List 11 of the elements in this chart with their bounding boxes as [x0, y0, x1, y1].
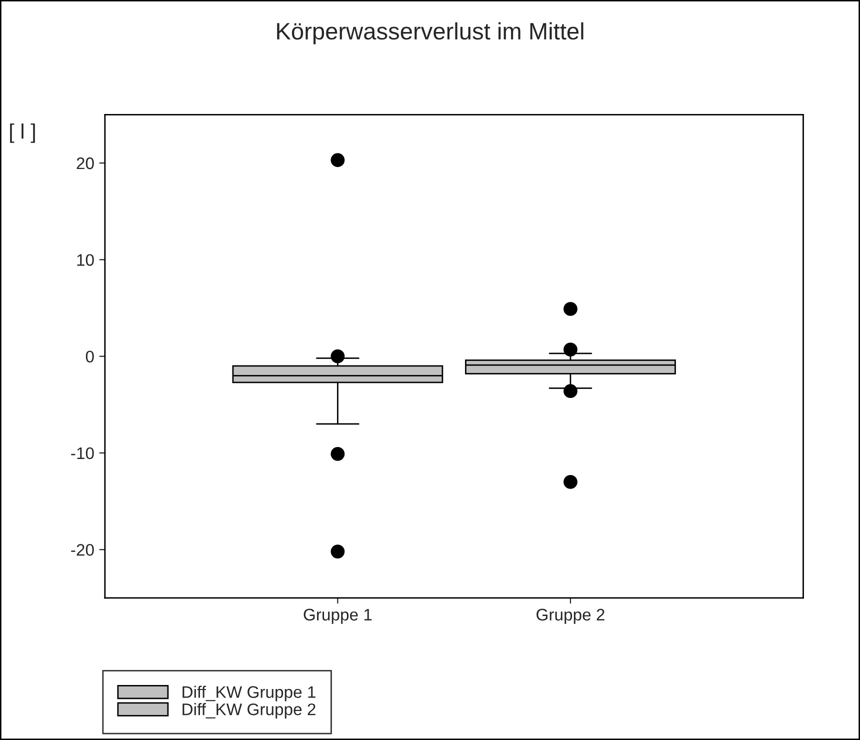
- y-tick-label: -10: [71, 447, 94, 460]
- y-axis-title: [ l ]: [10, 123, 35, 143]
- legend-label: Diff_KW Gruppe 2: [182, 703, 316, 719]
- y-tick-label: -20: [71, 544, 94, 556]
- y-tick-label: 0: [86, 350, 94, 363]
- y-tick-label: 10: [77, 254, 94, 266]
- x-tick-label: Gruppe 2: [536, 608, 604, 624]
- legend-label: Diff_KW Gruppe 1: [182, 686, 316, 702]
- x-tick-label: Gruppe 1: [304, 608, 372, 624]
- y-tick-label: 20: [76, 157, 94, 170]
- chart-title: Körperwasserverlust im Mittel: [277, 22, 584, 44]
